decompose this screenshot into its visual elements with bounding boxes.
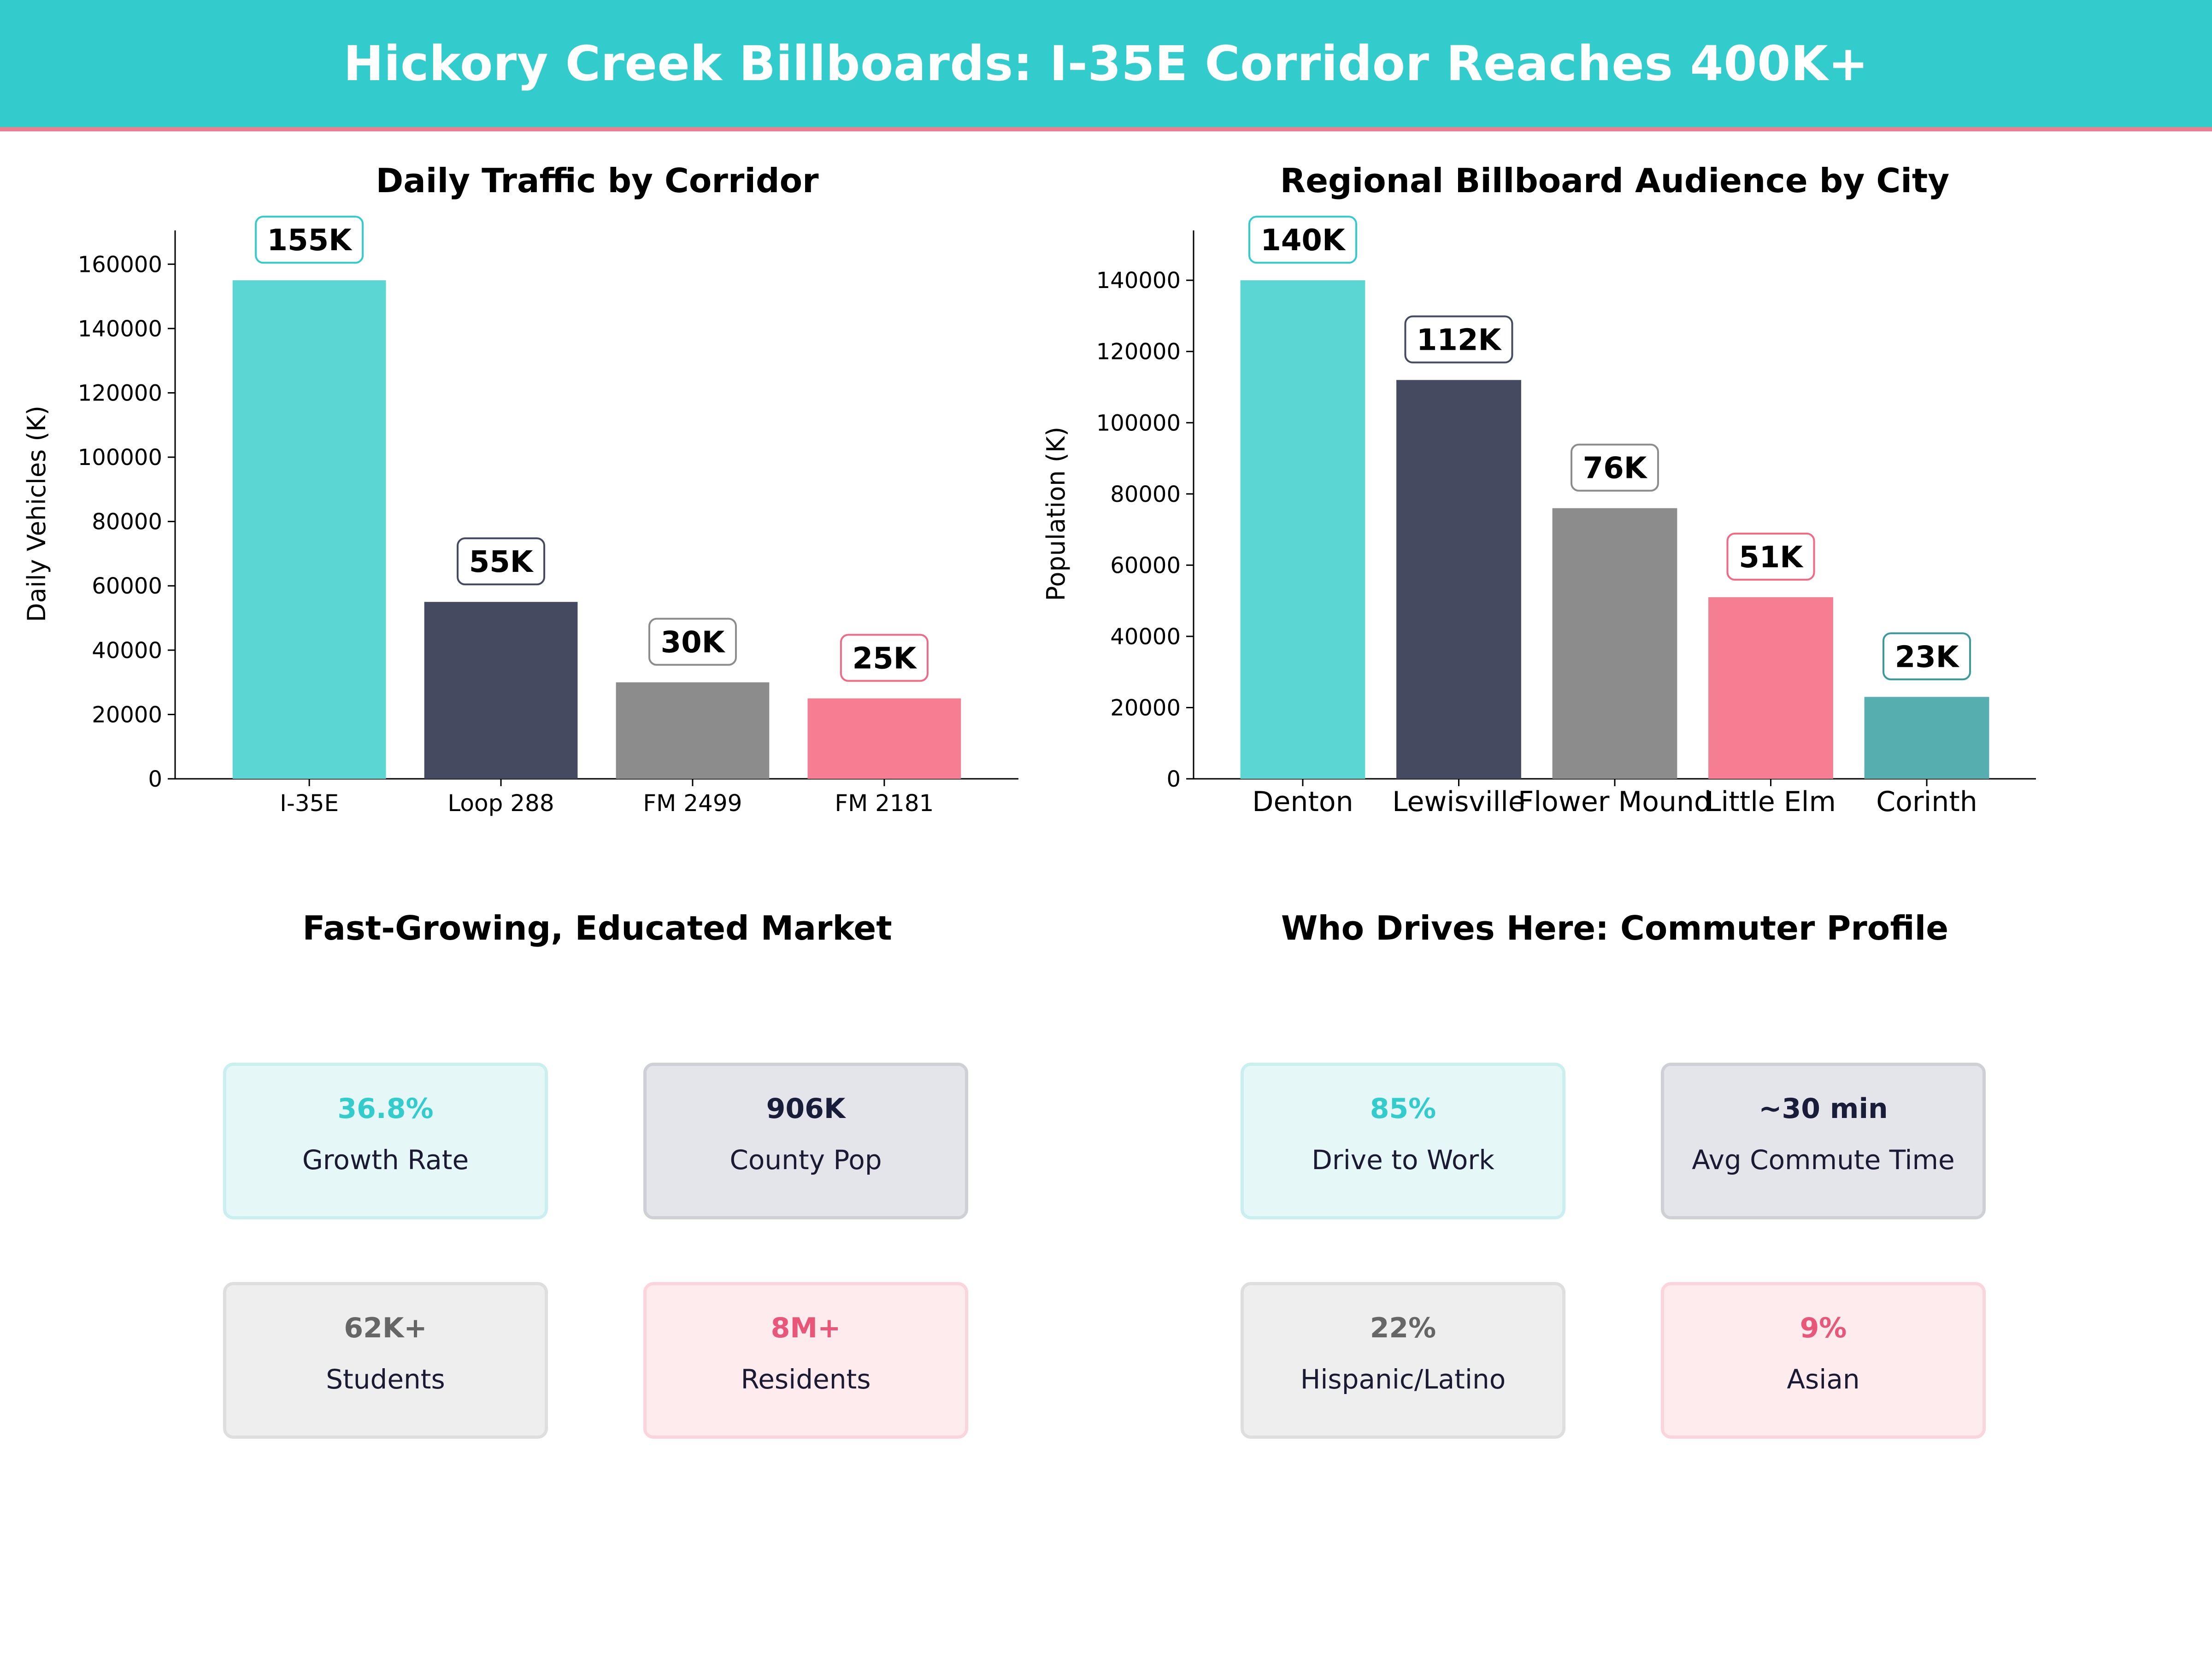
y-tick-label: 100000 — [1096, 410, 1181, 436]
x-tick-label: Little Elm — [1706, 786, 1836, 818]
bar-lewisville — [1396, 380, 1521, 779]
market-card-county-pop: 906K County Pop — [643, 1063, 968, 1219]
page-title: Hickory Creek Billboards: I-35E Corridor… — [343, 35, 1869, 92]
x-tick-label: FM 2499 — [643, 790, 742, 817]
market-card-growth-rate: 36.8% Growth Rate — [223, 1063, 548, 1219]
y-tick-label: 20000 — [1110, 695, 1181, 721]
market-card-residents: 8M+ Residents — [643, 1282, 968, 1439]
card-value: 36.8% — [337, 1093, 434, 1125]
market-panel-title: Fast-Growing, Educated Market — [302, 909, 892, 947]
data-label: 30K — [661, 626, 726, 660]
commuter-card-asian: 9% Asian — [1661, 1282, 1986, 1439]
commuter-card-hispanic-latino: 22% Hispanic/Latino — [1241, 1282, 1565, 1439]
y-tick-label: 20000 — [92, 702, 162, 728]
bar-little-elm — [1708, 597, 1833, 779]
x-tick-label: Lewisville — [1392, 786, 1525, 818]
y-tick-label: 80000 — [1110, 482, 1181, 507]
data-label-box — [648, 618, 737, 666]
y-tick-label: 160000 — [78, 252, 162, 277]
commuter-card-drive-to-work: 85% Drive to Work — [1241, 1063, 1565, 1219]
y-tick-label: 120000 — [1096, 339, 1181, 365]
y-tick-label: 140000 — [78, 316, 162, 342]
commuter-card-avg-commute: ~30 min Avg Commute Time — [1661, 1063, 1986, 1219]
data-label-box — [840, 634, 929, 682]
card-value: 9% — [1800, 1312, 1847, 1344]
card-value: 22% — [1370, 1312, 1436, 1344]
card-label: Avg Commute Time — [1692, 1144, 1955, 1176]
card-label: Growth Rate — [302, 1144, 469, 1176]
data-label-box — [1883, 632, 1971, 681]
card-label: Hispanic/Latino — [1300, 1364, 1506, 1395]
x-tick-label: Denton — [1252, 786, 1353, 818]
traffic-chart: 0 20000 40000 60000 80000 100000 120000 140000 1… — [22, 216, 1018, 817]
bar-i-35e — [232, 280, 386, 779]
bar-flower-mound — [1552, 508, 1677, 779]
data-label-box — [255, 216, 364, 264]
y-tick-label: 60000 — [1110, 553, 1181, 578]
y-tick-label: 100000 — [78, 445, 162, 471]
bar-denton — [1240, 280, 1365, 779]
card-label: Asian — [1787, 1364, 1860, 1395]
x-tick-label: Flower Mound — [1518, 786, 1712, 818]
x-tick-label: I-35E — [280, 790, 339, 817]
y-tick-label: 40000 — [1110, 624, 1181, 650]
data-label: 155K — [267, 224, 353, 258]
audience-chart: 0 20000 40000 60000 80000 100000 120000 140000 P… — [1041, 216, 2036, 818]
card-value: 8M+ — [771, 1312, 841, 1344]
card-value: 906K — [766, 1093, 846, 1125]
y-tick-label: 120000 — [78, 380, 162, 406]
data-label: 51K — [1739, 541, 1804, 575]
y-tick-label: 40000 — [92, 638, 162, 664]
data-label: 140K — [1260, 224, 1346, 258]
x-tick-label: Loop 288 — [447, 790, 554, 817]
data-label-box — [1404, 315, 1513, 364]
data-label-box — [1726, 532, 1815, 581]
bar-loop-288 — [424, 602, 578, 779]
header-banner: Hickory Creek Billboards: I-35E Corridor… — [0, 0, 2212, 131]
y-tick-label: 140000 — [1096, 268, 1181, 294]
card-value: 62K+ — [344, 1312, 427, 1344]
y-tick-label: 0 — [1166, 766, 1181, 792]
card-value: ~30 min — [1759, 1093, 1888, 1125]
y-axis-label: Daily Vehicles (K) — [22, 406, 51, 622]
data-label-box — [457, 537, 546, 586]
data-label: 23K — [1895, 640, 1960, 674]
y-axis-label: Population (K) — [1041, 427, 1071, 601]
data-label-box — [1248, 216, 1357, 264]
x-tick-label: Corinth — [1876, 786, 1977, 818]
card-value: 85% — [1370, 1093, 1436, 1125]
card-label: County Pop — [729, 1144, 882, 1176]
y-tick-label: 0 — [148, 766, 162, 792]
bar-fm-2499 — [616, 682, 770, 779]
data-label-box — [1571, 443, 1659, 492]
commuter-panel-title: Who Drives Here: Commuter Profile — [1281, 909, 1949, 947]
data-label: 76K — [1583, 452, 1648, 486]
card-label: Residents — [741, 1364, 871, 1395]
bar-corinth — [1864, 697, 1989, 779]
audience-chart-title: Regional Billboard Audience by City — [1280, 161, 1950, 200]
y-tick-label: 80000 — [92, 509, 162, 535]
bar-fm-2181 — [807, 698, 961, 779]
market-card-students: 62K+ Students — [223, 1282, 548, 1439]
data-label: 25K — [853, 642, 918, 676]
card-label: Students — [326, 1364, 445, 1395]
traffic-chart-title: Daily Traffic by Corridor — [376, 161, 819, 200]
x-tick-label: FM 2181 — [835, 790, 934, 817]
card-label: Drive to Work — [1312, 1144, 1494, 1176]
data-label: 55K — [469, 545, 534, 579]
y-tick-label: 60000 — [92, 573, 162, 599]
data-label: 112K — [1417, 324, 1502, 358]
